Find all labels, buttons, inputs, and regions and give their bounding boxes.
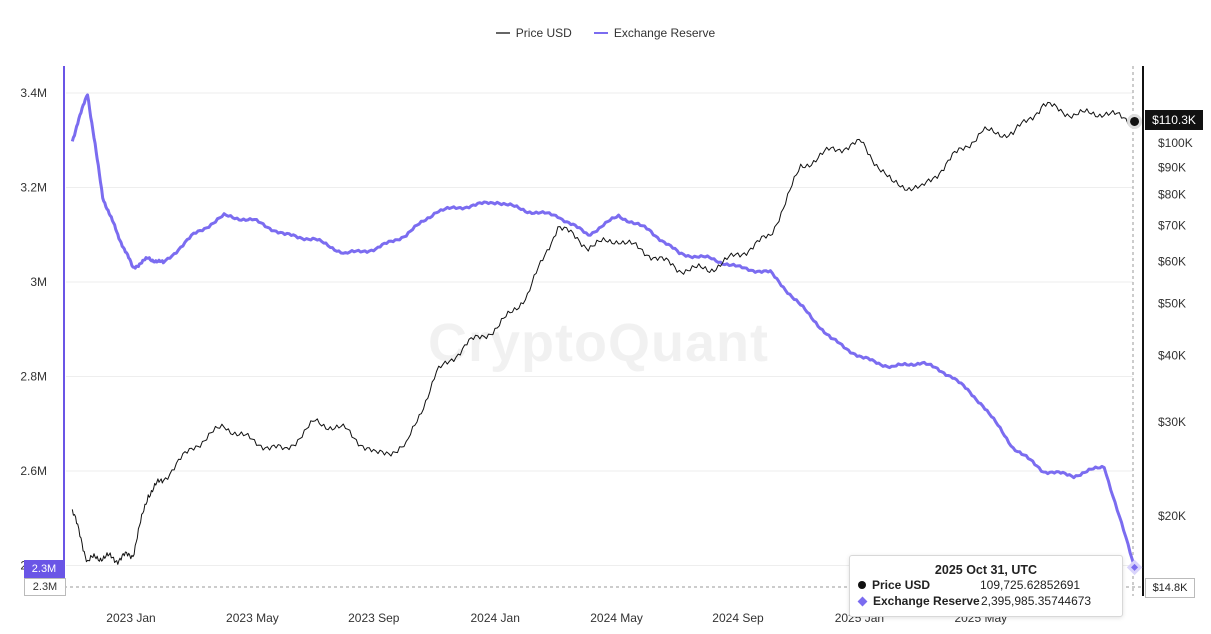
legend: Price USD Exchange Reserve [0, 26, 1211, 40]
price-end-marker [1127, 113, 1143, 129]
right-tick-label: $40K [1158, 348, 1186, 362]
x-tick-label: 2023 May [226, 611, 279, 625]
tooltip-price-marker [858, 581, 866, 589]
left-tick-label: 2.8M [20, 370, 47, 384]
price-current-badge: $110.3K [1145, 110, 1203, 130]
right-tick-label: $50K [1158, 297, 1186, 311]
tooltip-row-reserve: Exchange Reserve 2,395,985.35744673 [850, 593, 1122, 609]
right-tick-label: $70K [1158, 219, 1186, 233]
reserve-min-badge: 2.3M [24, 578, 66, 596]
x-tick-label: 2024 May [590, 611, 643, 625]
tooltip: 2025 Oct 31, UTC Price USD 109,725.62852… [849, 555, 1123, 617]
left-tick-label: 3.2M [20, 181, 47, 195]
left-tick-label: 3M [30, 275, 47, 289]
grid-lines [66, 92, 1133, 566]
series-line-exchange-reserve [70, 93, 1137, 568]
reserve-current-badge: 2.3M [24, 560, 64, 578]
tooltip-reserve-value: 2,395,985.35744673 [981, 594, 1092, 608]
legend-label-reserve: Exchange Reserve [613, 26, 716, 40]
right-tick-label: $30K [1158, 415, 1186, 429]
series-line-price-usd [71, 101, 1135, 565]
left-tick-label: 2.6M [20, 464, 47, 478]
right-tick-label: $20K [1158, 509, 1186, 523]
reserve-end-marker [1126, 559, 1143, 576]
x-tick-label: 2023 Jan [106, 611, 155, 625]
right-tick-label: $100K [1158, 136, 1193, 150]
tooltip-reserve-label: Exchange Reserve [873, 594, 980, 608]
x-tick-label: 2023 Sep [348, 611, 400, 625]
tooltip-row-price: Price USD 109,725.62852691 [850, 577, 1122, 593]
legend-swatch-reserve [593, 32, 608, 34]
right-tick-label: $80K [1158, 188, 1186, 202]
tooltip-date: 2025 Oct 31, UTC [934, 563, 1038, 577]
x-axis-ticks: 2023 Jan 2023 May 2023 Sep 2024 Jan 2024 May… [106, 611, 1007, 625]
left-tick-label: 3.4M [20, 86, 47, 100]
x-tick-label: 2024 Jan [471, 611, 520, 625]
legend-label-price: Price USD [515, 26, 572, 40]
x-tick-label: 2024 Sep [712, 611, 764, 625]
end-markers [1126, 113, 1143, 576]
legend-swatch-price [495, 32, 510, 34]
right-tick-label: $90K [1158, 160, 1186, 174]
right-tick-label: $60K [1158, 254, 1186, 268]
legend-item-price[interactable]: Price USD [495, 26, 572, 40]
price-min-badge: $14.8K [1145, 578, 1195, 598]
tooltip-price-label: Price USD [872, 578, 931, 592]
right-axis-ticks: $100K $90K $80K $70K $60K $50K $40K $30K $20K [1158, 136, 1193, 523]
legend-item-reserve[interactable]: Exchange Reserve [593, 26, 716, 40]
tooltip-price-value: 109,725.62852691 [980, 578, 1081, 592]
tooltip-reserve-marker [857, 596, 868, 606]
